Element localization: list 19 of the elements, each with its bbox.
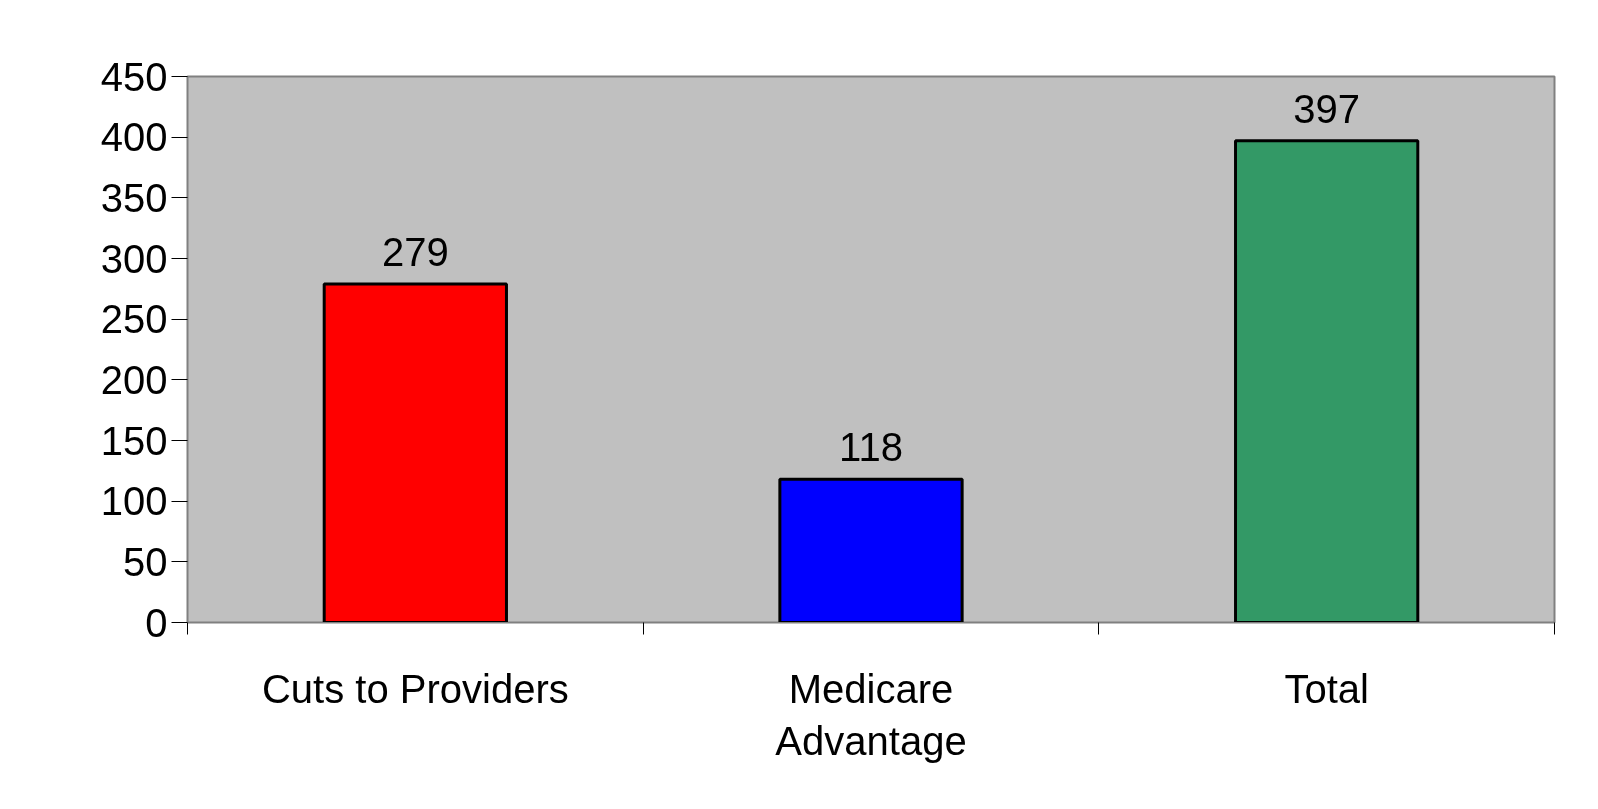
data-label: 397: [1293, 86, 1361, 131]
y-tick-label: 200: [100, 357, 168, 402]
y-tick-label: 0: [145, 600, 168, 645]
y-tick-label: 250: [100, 297, 168, 342]
x-tick-label: Cuts to Providers: [261, 666, 569, 711]
y-tick-label: 350: [100, 175, 168, 220]
bar: [778, 477, 964, 623]
y-tick-label: 300: [100, 236, 168, 281]
bar: [1234, 139, 1420, 623]
y-tick-label: 450: [100, 54, 168, 99]
data-label: 279: [381, 229, 449, 274]
x-tick-label: Total: [1284, 666, 1369, 711]
data-label: 118: [839, 425, 903, 470]
y-tick-label: 400: [100, 115, 168, 160]
y-tick-label: 50: [123, 539, 168, 584]
y-tick-label: 100: [100, 479, 168, 524]
y-tick-label: 150: [100, 418, 168, 463]
bar: [322, 282, 508, 623]
x-tick-label: Medicare Advantage: [775, 666, 967, 764]
